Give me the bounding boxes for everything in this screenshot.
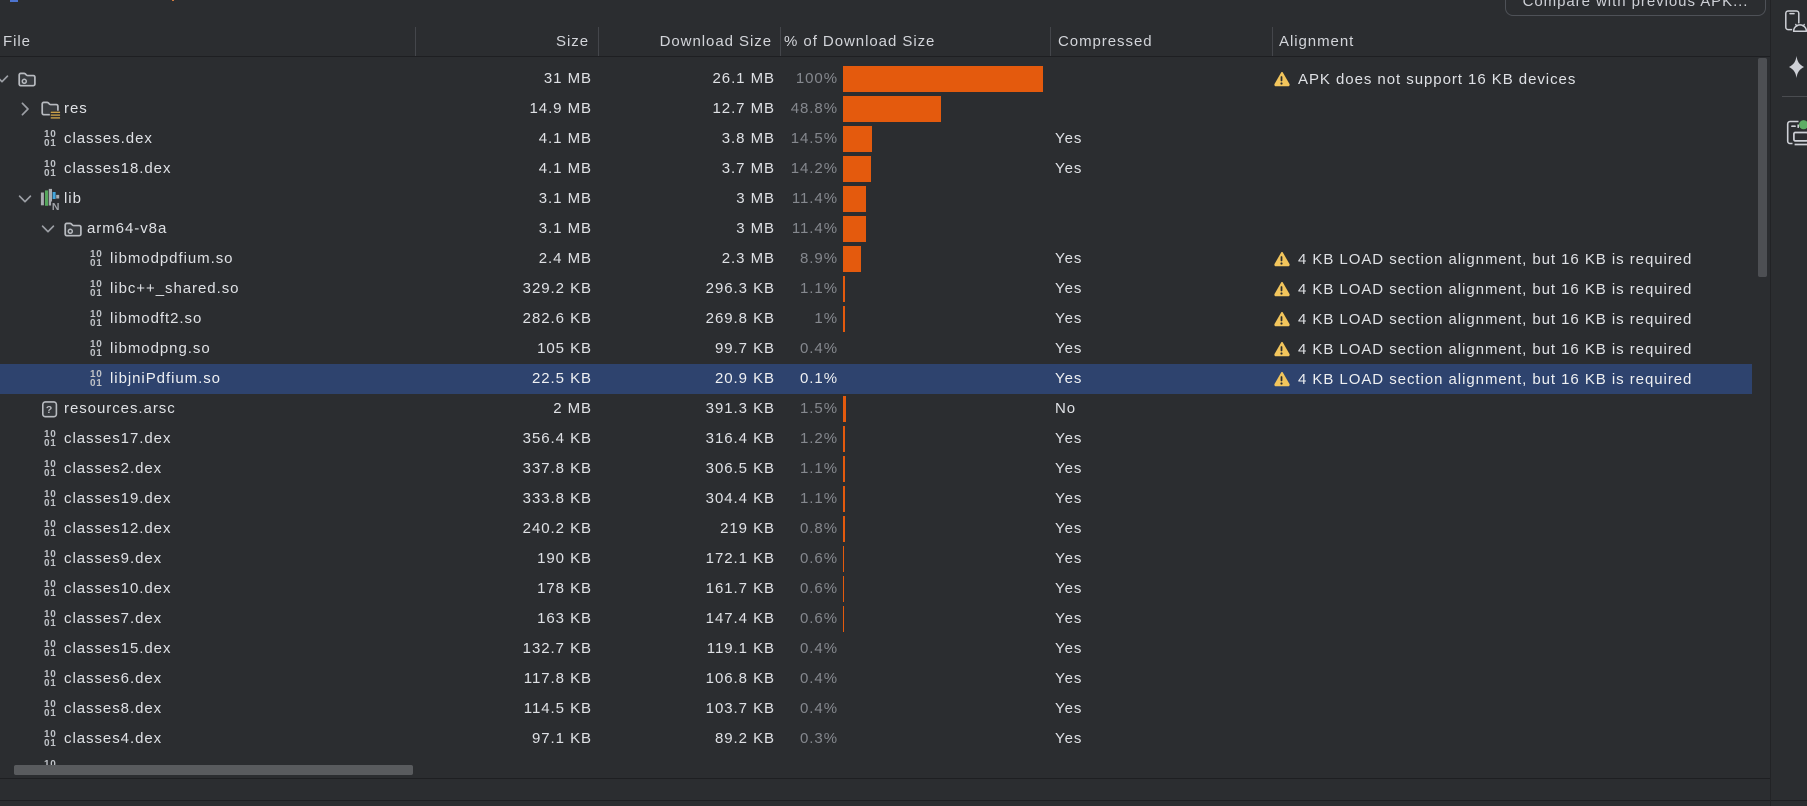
svg-text:N: N <box>52 201 61 211</box>
svg-text:?: ? <box>46 404 53 416</box>
